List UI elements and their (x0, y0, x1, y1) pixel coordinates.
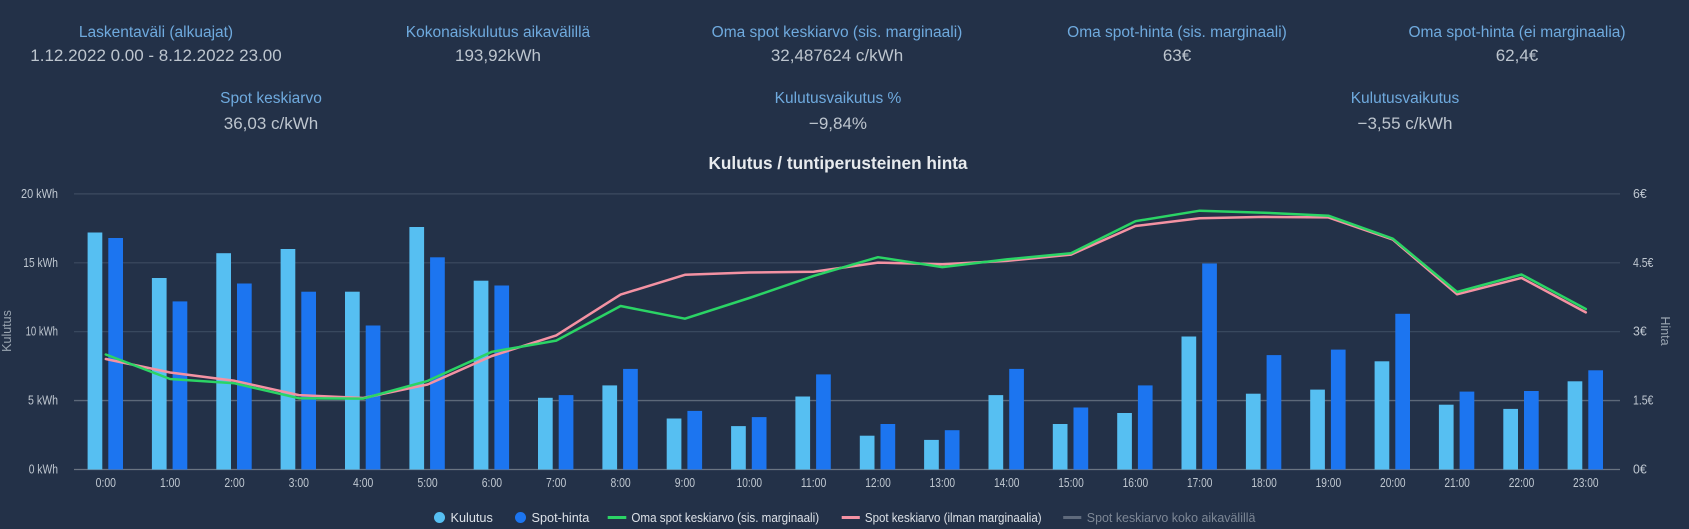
svg-text:Kulutus: Kulutus (451, 511, 493, 525)
svg-text:17:00: 17:00 (1187, 476, 1213, 490)
svg-text:0:00: 0:00 (96, 476, 116, 490)
svg-text:Kulutus: Kulutus (0, 310, 14, 352)
svg-text:5 kWh: 5 kWh (28, 394, 58, 408)
svg-text:10:00: 10:00 (737, 476, 763, 490)
svg-text:7:00: 7:00 (546, 476, 566, 490)
svg-text:6:00: 6:00 (482, 476, 502, 490)
svg-text:23:00: 23:00 (1573, 476, 1599, 490)
svg-text:19:00: 19:00 (1316, 476, 1342, 490)
svg-text:10 kWh: 10 kWh (26, 325, 58, 339)
svg-text:15:00: 15:00 (1058, 476, 1084, 490)
svg-text:Spot keskiarvo koko aikavälill: Spot keskiarvo koko aikavälillä (1087, 511, 1257, 525)
svg-text:20 kWh: 20 kWh (21, 187, 58, 201)
svg-text:4:00: 4:00 (353, 476, 373, 490)
svg-text:Spot-hinta: Spot-hinta (532, 511, 591, 525)
svg-text:9:00: 9:00 (675, 476, 695, 490)
svg-text:6€: 6€ (1633, 187, 1647, 201)
svg-text:0 kWh: 0 kWh (29, 463, 58, 477)
svg-text:Oma spot keskiarvo (sis. margi: Oma spot keskiarvo (sis. marginaali) (631, 511, 819, 525)
svg-text:Hinta: Hinta (1658, 316, 1672, 345)
svg-text:1:00: 1:00 (160, 476, 180, 490)
svg-text:1.5€: 1.5€ (1633, 394, 1653, 408)
svg-text:11:00: 11:00 (801, 476, 827, 490)
svg-text:Kulutus / tuntiperusteinen hin: Kulutus / tuntiperusteinen hinta (709, 153, 968, 173)
svg-text:0€: 0€ (1633, 463, 1647, 477)
svg-text:18:00: 18:00 (1251, 476, 1277, 490)
svg-text:14:00: 14:00 (994, 476, 1020, 490)
svg-text:22:00: 22:00 (1509, 476, 1535, 490)
svg-text:20:00: 20:00 (1380, 476, 1406, 490)
svg-text:3€: 3€ (1633, 325, 1647, 339)
svg-text:Spot keskiarvo (ilman marginaa: Spot keskiarvo (ilman marginaalia) (865, 511, 1042, 525)
svg-text:12:00: 12:00 (865, 476, 891, 490)
svg-text:3:00: 3:00 (289, 476, 309, 490)
svg-text:2:00: 2:00 (224, 476, 244, 490)
svg-text:16:00: 16:00 (1123, 476, 1149, 490)
svg-text:21:00: 21:00 (1444, 476, 1470, 490)
svg-text:5:00: 5:00 (417, 476, 437, 490)
svg-text:15 kWh: 15 kWh (23, 256, 58, 270)
svg-text:13:00: 13:00 (930, 476, 956, 490)
svg-text:4.5€: 4.5€ (1633, 256, 1653, 270)
svg-text:8:00: 8:00 (610, 476, 630, 490)
